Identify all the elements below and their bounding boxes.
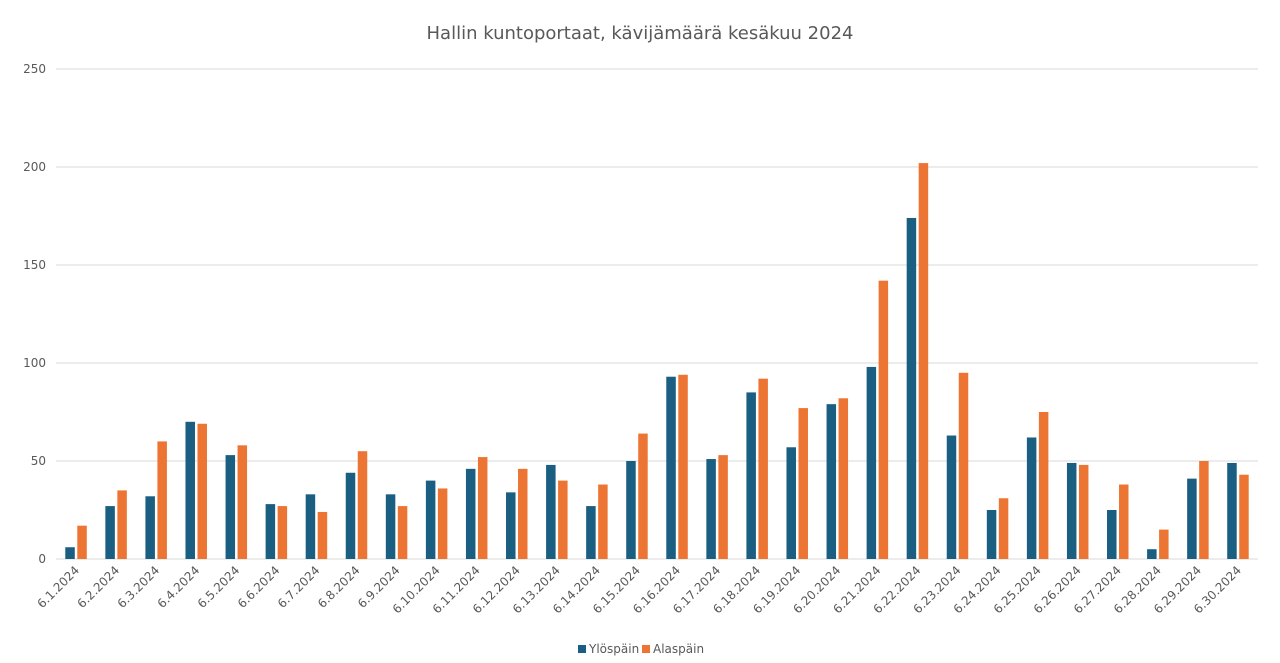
x-tick-label: 6.6.2024 bbox=[235, 563, 283, 611]
bar-alaspain-17 bbox=[718, 455, 728, 559]
bar-ylospain-1 bbox=[65, 547, 75, 559]
bar-ylospain-23 bbox=[946, 435, 957, 559]
bar-alaspain-9 bbox=[397, 506, 408, 559]
x-tick-label: 6.5.2024 bbox=[195, 563, 243, 611]
x-tick-label: 6.8.2024 bbox=[315, 563, 363, 611]
bar-ylospain-16 bbox=[666, 376, 676, 559]
bar-ylospain-4 bbox=[185, 421, 195, 559]
bar-ylospain-25 bbox=[1026, 437, 1037, 559]
bar-alaspain-10 bbox=[437, 488, 448, 559]
bar-ylospain-10 bbox=[425, 480, 436, 559]
bar-ylospain-19 bbox=[786, 447, 796, 559]
bar-ylospain-12 bbox=[506, 492, 516, 559]
legend-swatch bbox=[578, 645, 586, 653]
bar-alaspain-16 bbox=[678, 374, 688, 559]
bar-alaspain-22 bbox=[918, 163, 929, 559]
x-tick-label: 6.7.2024 bbox=[275, 563, 323, 611]
gridlines bbox=[56, 68, 1258, 560]
bar-ylospain-7 bbox=[305, 494, 316, 559]
legend-item-ylospain[interactable]: Ylöspäin bbox=[578, 642, 639, 656]
bar-alaspain-24 bbox=[998, 498, 1009, 559]
x-tick-label: 6.4.2024 bbox=[155, 563, 203, 611]
chart-title: Hallin kuntoportaat, kävijämäärä kesäkuu… bbox=[427, 23, 854, 44]
x-tick-label: 6.1.2024 bbox=[34, 563, 82, 611]
bar-alaspain-30 bbox=[1239, 474, 1249, 559]
bar-ylospain-15 bbox=[626, 461, 636, 559]
bar-ylospain-27 bbox=[1107, 510, 1117, 559]
x-axis-ticks: 6.1.20246.2.20246.3.20246.4.20246.5.2024… bbox=[34, 563, 1244, 616]
bars bbox=[65, 163, 1249, 559]
bar-ylospain-29 bbox=[1187, 478, 1197, 559]
bar-ylospain-8 bbox=[345, 472, 356, 559]
bar-alaspain-3 bbox=[157, 441, 167, 559]
bar-alaspain-29 bbox=[1199, 461, 1209, 559]
y-tick-label: 0 bbox=[38, 552, 46, 566]
bar-ylospain-30 bbox=[1227, 462, 1237, 559]
bar-ylospain-22 bbox=[906, 217, 917, 559]
bar-alaspain-28 bbox=[1159, 529, 1169, 559]
bar-ylospain-26 bbox=[1066, 462, 1077, 559]
x-tick-label: 6.3.2024 bbox=[115, 563, 163, 611]
bar-alaspain-11 bbox=[477, 457, 488, 559]
bar-alaspain-21 bbox=[878, 280, 889, 559]
bar-ylospain-21 bbox=[866, 366, 877, 559]
bar-alaspain-27 bbox=[1119, 484, 1129, 559]
bar-ylospain-20 bbox=[826, 404, 837, 559]
legend-label: Ylöspäin bbox=[588, 642, 639, 656]
bar-alaspain-4 bbox=[197, 423, 207, 559]
bar-ylospain-5 bbox=[225, 455, 236, 559]
bar-ylospain-18 bbox=[746, 392, 756, 559]
bar-alaspain-13 bbox=[558, 480, 568, 559]
bar-ylospain-2 bbox=[105, 506, 115, 559]
bar-ylospain-13 bbox=[546, 464, 556, 559]
legend-label: Alaspäin bbox=[653, 642, 704, 656]
y-tick-label: 50 bbox=[31, 454, 46, 468]
bar-alaspain-18 bbox=[758, 378, 768, 559]
bar-alaspain-12 bbox=[518, 468, 528, 559]
bar-alaspain-5 bbox=[237, 445, 248, 559]
legend-swatch bbox=[642, 645, 650, 653]
bar-alaspain-1 bbox=[77, 525, 87, 559]
bar-alaspain-8 bbox=[357, 451, 368, 559]
bar-alaspain-6 bbox=[277, 506, 288, 559]
bar-alaspain-20 bbox=[838, 398, 849, 559]
y-tick-label: 200 bbox=[23, 160, 46, 174]
legend-item-alaspain[interactable]: Alaspäin bbox=[642, 642, 704, 656]
bar-ylospain-24 bbox=[986, 510, 997, 559]
bar-alaspain-14 bbox=[598, 484, 608, 559]
bar-ylospain-11 bbox=[465, 468, 476, 559]
bar-alaspain-26 bbox=[1078, 464, 1089, 559]
bar-ylospain-3 bbox=[145, 496, 155, 559]
y-axis-ticks: 0 50 100 150 200 250 bbox=[23, 62, 46, 566]
legend[interactable]: Ylöspäin Alaspäin bbox=[578, 642, 704, 656]
bar-ylospain-9 bbox=[385, 494, 396, 559]
y-tick-label: 250 bbox=[23, 62, 46, 76]
bar-alaspain-19 bbox=[798, 408, 808, 559]
bar-alaspain-15 bbox=[638, 433, 648, 559]
bar-alaspain-7 bbox=[317, 511, 328, 559]
bar-ylospain-6 bbox=[265, 504, 276, 559]
y-tick-label: 100 bbox=[23, 356, 46, 370]
x-tick-label: 6.2.2024 bbox=[75, 563, 123, 611]
y-tick-label: 150 bbox=[23, 258, 46, 272]
bar-alaspain-23 bbox=[958, 372, 969, 559]
bar-ylospain-14 bbox=[586, 506, 596, 559]
bar-ylospain-28 bbox=[1147, 549, 1157, 559]
bar-alaspain-2 bbox=[117, 490, 127, 559]
bar-ylospain-17 bbox=[706, 459, 716, 559]
bar-alaspain-25 bbox=[1038, 412, 1049, 559]
